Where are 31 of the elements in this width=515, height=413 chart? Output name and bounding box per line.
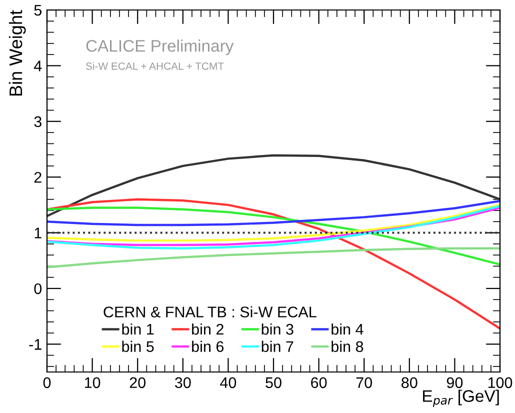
x-tick-label: 70 (356, 377, 372, 388)
x-tick-label: 100 (488, 377, 512, 388)
x-tick-label: 0 (43, 377, 51, 388)
y-tick-label: 1 (34, 228, 42, 238)
y-tick-label: 2 (34, 172, 42, 183)
x-tick-label: 90 (446, 377, 463, 388)
legend-label: bin 6 (192, 340, 224, 352)
y-axis-title: Bin Weight (8, 10, 26, 96)
x-axis-title: E$_{par}$ [GeV] (423, 390, 499, 407)
y-tick-label: -1 (29, 339, 42, 350)
x-tick-label: 40 (220, 377, 236, 388)
y-tick-label: 0 (34, 283, 42, 294)
legend-label: bin 3 (262, 323, 294, 335)
legend-label: bin 5 (122, 340, 154, 352)
legend-label: bin 7 (262, 340, 294, 352)
legend-label: bin 4 (332, 323, 364, 335)
legend-label: bin 8 (332, 340, 364, 352)
legend-label: bin 1 (122, 323, 154, 335)
y-tick-label: 5 (34, 5, 42, 16)
annotation: Si-W ECAL + AHCAL + TCMT (86, 62, 224, 70)
x-tick-label: 60 (311, 377, 327, 388)
legend-title: CERN & FNAL TB : Si-W ECAL (104, 306, 316, 318)
y-tick-label: 3 (34, 116, 42, 128)
legend-label: bin 2 (192, 323, 224, 335)
x-tick-label: 10 (84, 377, 100, 388)
x-tick-label: 80 (402, 377, 418, 388)
x-tick-label: 20 (130, 377, 146, 388)
x-tick-label: 30 (174, 377, 191, 388)
y-tick-label: 4 (34, 60, 42, 72)
annotation: CALICE Preliminary (86, 40, 234, 56)
x-tick-label: 50 (266, 377, 282, 388)
